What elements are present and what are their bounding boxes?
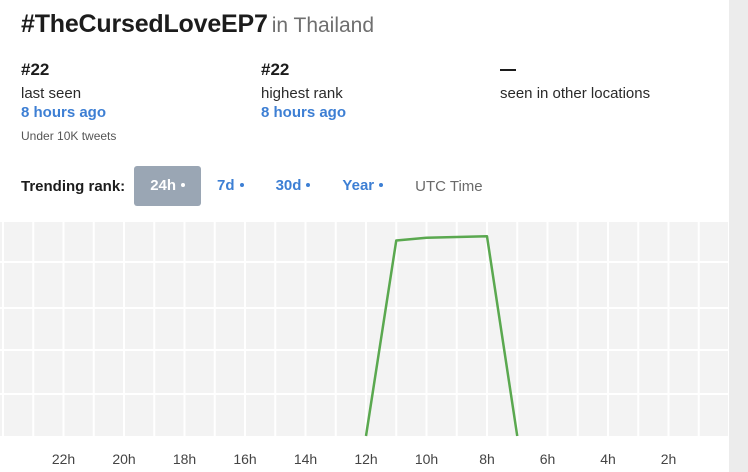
trending-rank-tabs: Trending rank: 24h 7d 30d Year UTC Time: [21, 166, 499, 206]
dot-icon: [181, 183, 186, 188]
trending-rank-label: Trending rank:: [21, 177, 126, 195]
x-tick-label: 8h: [479, 451, 495, 467]
x-tick-label: 20h: [112, 451, 135, 467]
trend-card: #TheCursedLoveEP7 in Thailand #22 last se…: [0, 0, 729, 472]
series-line: [364, 235, 519, 437]
stat-last-seen: #22 last seen 8 hours ago Under 10K twee…: [21, 60, 116, 144]
tab-7d[interactable]: 7d: [201, 166, 260, 206]
x-tick-label: 10h: [415, 451, 438, 467]
no-value-dash: [500, 68, 516, 71]
trend-chart: 22h 20h 18h 16h 14h 12h 10h 8h 6h 4h 2h: [0, 222, 729, 467]
x-tick-label: 16h: [233, 451, 256, 467]
highest-rank-time-link[interactable]: 8 hours ago: [261, 104, 347, 121]
dot-icon: [239, 183, 244, 188]
x-tick-label: 2h: [661, 451, 677, 467]
highest-rank-value: #22: [261, 60, 290, 79]
utc-time-toggle[interactable]: UTC Time: [415, 177, 483, 195]
x-tick-label: 22h: [52, 451, 75, 467]
dot-icon: [306, 183, 311, 188]
x-tick-label: 12h: [354, 451, 377, 467]
chart-background: [0, 222, 729, 436]
page-title: #TheCursedLoveEP7 in Thailand: [21, 10, 374, 39]
tab-30d[interactable]: 30d: [260, 166, 327, 206]
stat-other-locations: seen in other locations: [500, 60, 650, 103]
x-tick-label: 4h: [600, 451, 616, 467]
hashtag-title: #TheCursedLoveEP7: [21, 10, 268, 38]
location-label: in Thailand: [271, 14, 375, 37]
tweet-volume-note: Under 10K tweets: [21, 129, 117, 143]
x-tick-label: 18h: [173, 451, 196, 467]
highest-rank-label: highest rank: [261, 85, 343, 102]
x-tick-label: 14h: [294, 451, 317, 467]
last-seen-rank: #22: [21, 60, 50, 79]
stat-highest-rank: #22 highest rank 8 hours ago: [261, 60, 346, 123]
x-tick-label: 6h: [540, 451, 556, 467]
last-seen-label: last seen: [21, 85, 82, 102]
last-seen-time-link[interactable]: 8 hours ago: [21, 104, 107, 121]
tab-year[interactable]: Year: [326, 166, 399, 206]
tab-24h[interactable]: 24h: [134, 166, 202, 206]
other-locations-label: seen in other locations: [500, 85, 651, 102]
dot-icon: [379, 183, 384, 188]
